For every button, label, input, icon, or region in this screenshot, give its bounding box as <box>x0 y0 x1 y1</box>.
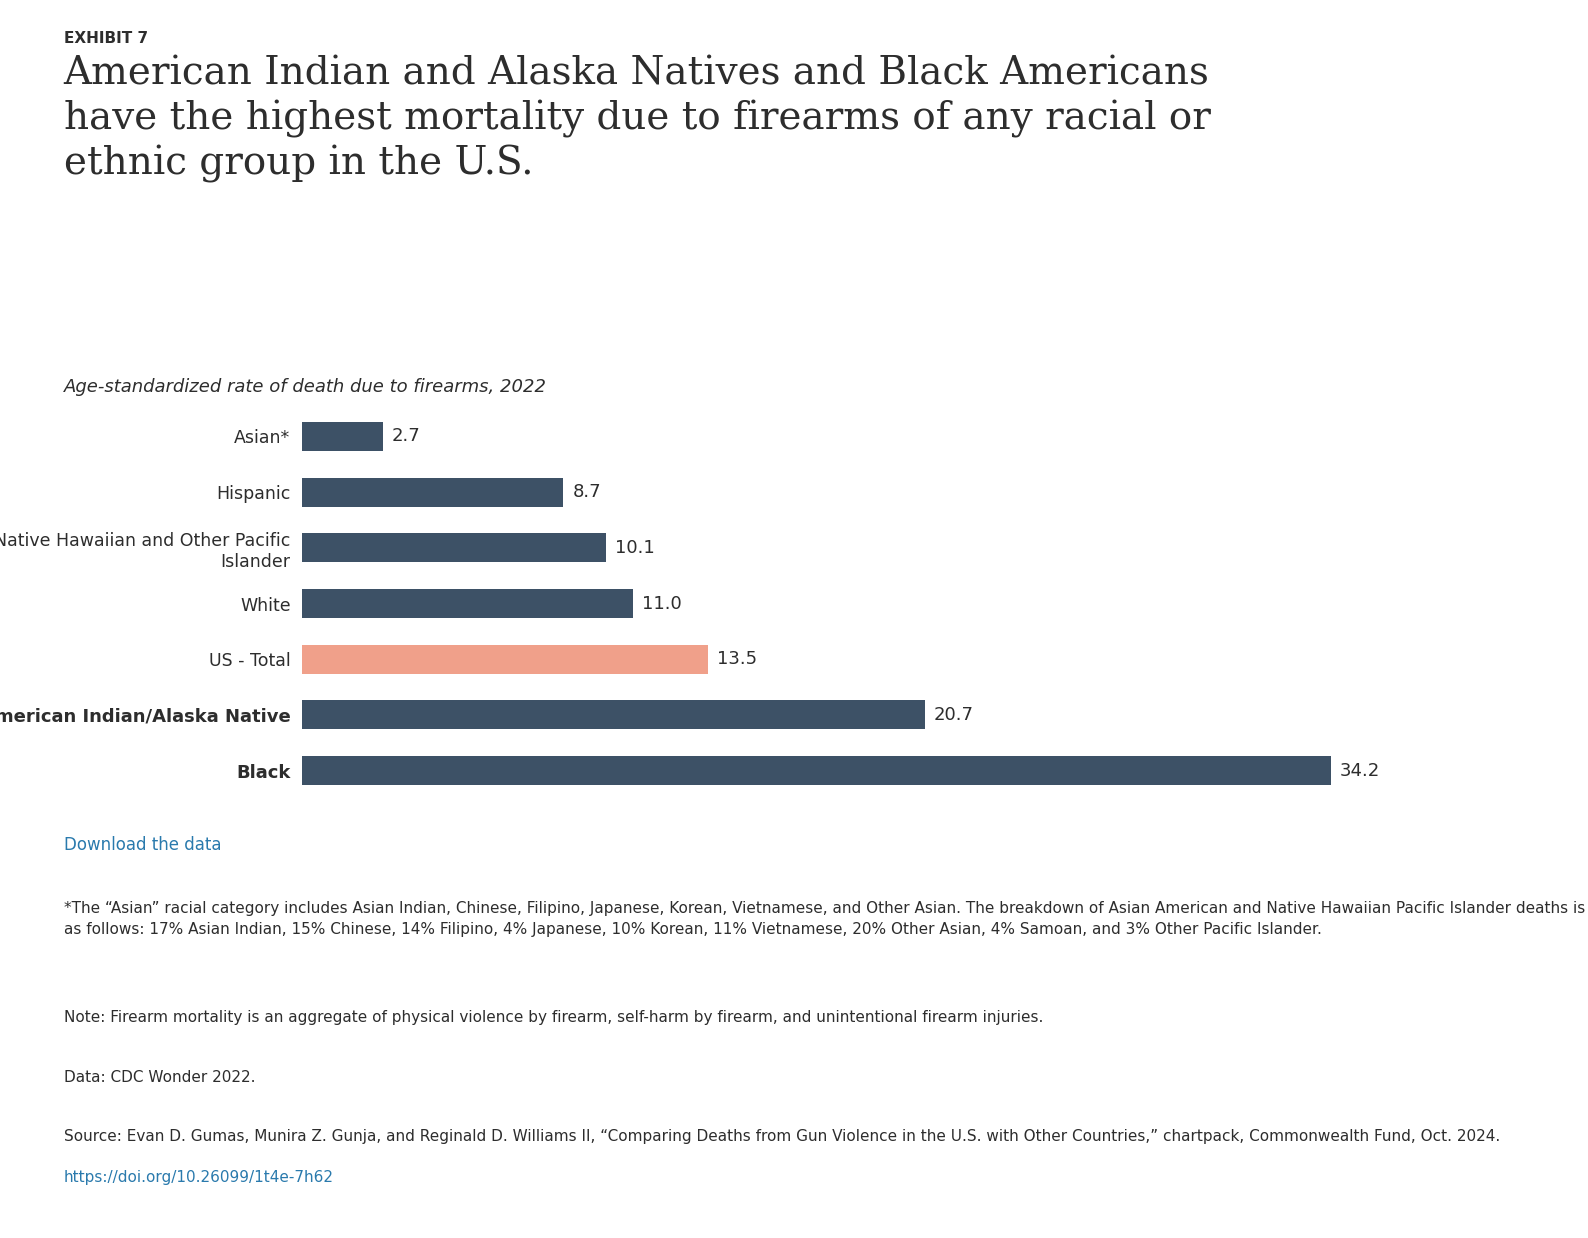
Text: 10.1: 10.1 <box>615 539 654 557</box>
Text: *The “Asian” racial category includes Asian Indian, Chinese, Filipino, Japanese,: *The “Asian” racial category includes As… <box>64 901 1585 937</box>
Text: 8.7: 8.7 <box>573 483 602 501</box>
Bar <box>302 756 1331 785</box>
Text: American Indian and Alaska Natives and Black Americans
have the highest mortalit: American Indian and Alaska Natives and B… <box>64 56 1210 183</box>
Text: 34.2: 34.2 <box>1340 761 1380 780</box>
Bar <box>302 534 605 562</box>
Text: Data: CDC Wonder 2022.: Data: CDC Wonder 2022. <box>64 1070 256 1084</box>
Text: 11.0: 11.0 <box>642 594 681 613</box>
Text: Note: Firearm mortality is an aggregate of physical violence by firearm, self-ha: Note: Firearm mortality is an aggregate … <box>64 1010 1043 1025</box>
Bar <box>302 589 632 618</box>
Text: Age-standardized rate of death due to firearms, 2022: Age-standardized rate of death due to fi… <box>64 378 546 396</box>
Text: Source: Evan D. Gumas, Munira Z. Gunja, and Reginald D. Williams II, “Comparing : Source: Evan D. Gumas, Munira Z. Gunja, … <box>64 1129 1505 1144</box>
Bar <box>302 645 708 673</box>
Text: 13.5: 13.5 <box>716 650 757 669</box>
Text: Download the data: Download the data <box>64 836 221 854</box>
Bar <box>302 422 383 451</box>
Bar <box>302 701 924 729</box>
Text: https://doi.org/10.26099/1t4e-7h62: https://doi.org/10.26099/1t4e-7h62 <box>64 1170 333 1185</box>
Text: 2.7: 2.7 <box>392 427 421 446</box>
Text: EXHIBIT 7: EXHIBIT 7 <box>64 31 148 46</box>
Bar <box>302 478 564 506</box>
Text: 20.7: 20.7 <box>934 706 973 724</box>
